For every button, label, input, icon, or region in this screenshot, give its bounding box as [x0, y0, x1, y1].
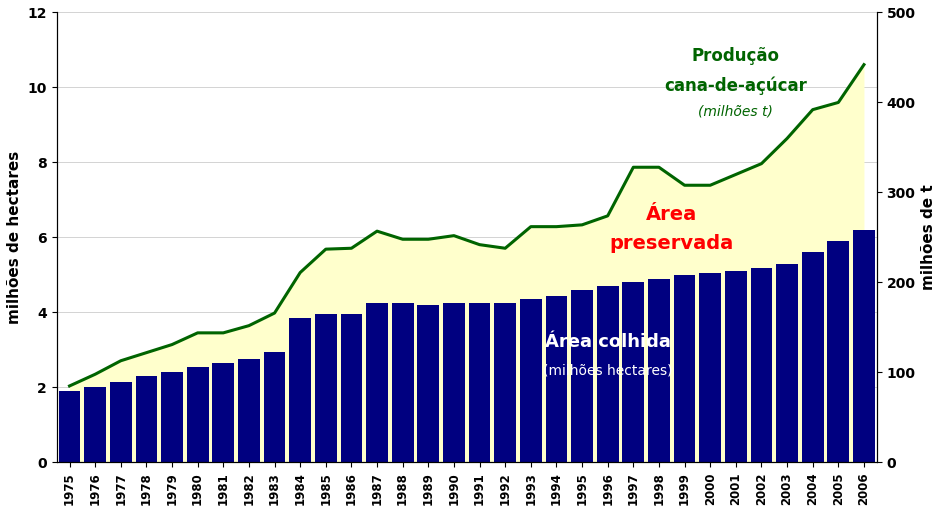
Bar — [673, 275, 696, 462]
Text: (milhões t): (milhões t) — [699, 105, 773, 119]
Bar — [290, 318, 311, 462]
Text: preservada: preservada — [609, 233, 734, 252]
Bar — [597, 286, 619, 462]
Bar — [571, 290, 593, 462]
Bar — [520, 300, 541, 462]
Bar — [212, 362, 234, 462]
Bar — [264, 352, 286, 462]
Bar — [84, 387, 106, 462]
Bar — [110, 382, 132, 462]
Bar — [648, 279, 670, 462]
Bar — [827, 241, 850, 462]
Text: Área: Área — [646, 205, 698, 224]
Bar — [136, 376, 157, 462]
Bar — [340, 314, 362, 462]
Bar — [469, 303, 490, 462]
Y-axis label: milhões de hectares: milhões de hectares — [7, 151, 22, 324]
Bar — [161, 372, 183, 462]
Bar — [315, 314, 337, 462]
Bar — [700, 273, 721, 462]
Bar — [776, 264, 798, 462]
Bar — [366, 303, 388, 462]
Bar — [494, 303, 516, 462]
Y-axis label: milhões de t: milhões de t — [921, 185, 936, 290]
Bar — [238, 359, 260, 462]
Text: cana-de-açúcar: cana-de-açúcar — [665, 76, 807, 95]
Bar — [546, 295, 568, 462]
Bar — [187, 367, 208, 462]
Text: Área colhida: Área colhida — [545, 333, 670, 351]
Bar — [725, 271, 747, 462]
Bar — [853, 230, 875, 462]
Bar — [443, 303, 465, 462]
Bar — [418, 305, 439, 462]
Text: (milhões hectares): (milhões hectares) — [543, 364, 672, 377]
Bar — [622, 283, 644, 462]
Bar — [802, 252, 823, 462]
Bar — [391, 303, 414, 462]
Bar — [751, 268, 772, 462]
Bar — [58, 391, 80, 462]
Text: Produção: Produção — [692, 47, 780, 65]
